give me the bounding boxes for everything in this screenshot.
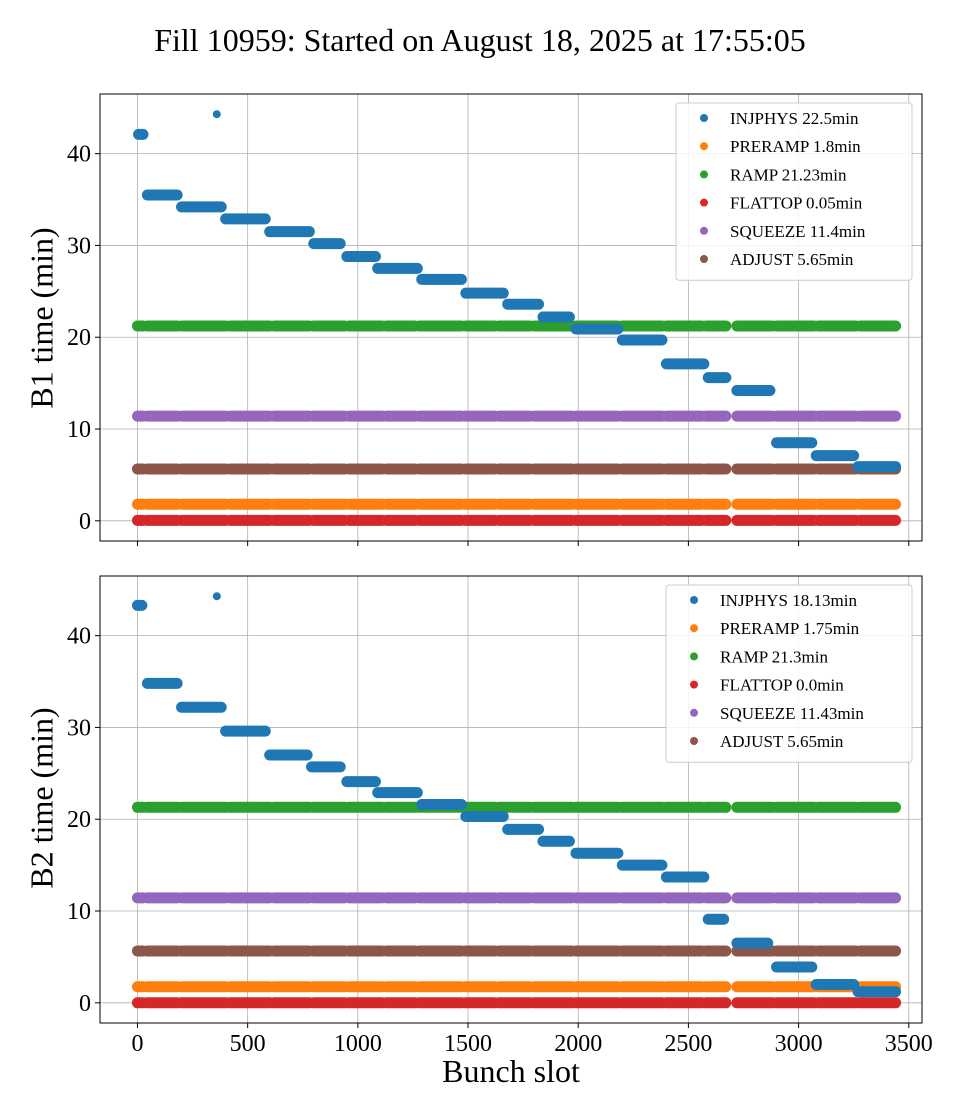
b1-legend-label-ramp: RAMP 21.23min — [730, 165, 847, 184]
b2-legend-marker-injphys — [690, 596, 698, 604]
b2-xtick-label-1500: 1500 — [444, 1031, 492, 1057]
b2-xtick-label-500: 500 — [230, 1031, 266, 1057]
b1-ytick-label-40: 40 — [67, 142, 91, 168]
b1-legend-marker-ramp — [700, 170, 708, 179]
b1-legend-marker-adjust — [700, 255, 708, 263]
b2-legend-marker-preramp — [690, 624, 698, 633]
b2-ytick-label-30: 30 — [67, 715, 91, 741]
b2-legend-label-adjust: ADJUST 5.65min — [720, 732, 844, 751]
b1-legend-marker-squeeze — [700, 226, 708, 235]
b1-legend-label-preramp: PRERAMP 1.8min — [730, 137, 861, 156]
b1-legend-marker-flattop — [700, 198, 708, 207]
b2-xtick-label-2500: 2500 — [664, 1031, 712, 1057]
b2-legend-label-preramp: PRERAMP 1.75min — [720, 619, 860, 638]
b1-ytick-label-10: 10 — [67, 417, 91, 443]
figure-title: Fill 10959: Started on August 18, 2025 a… — [154, 22, 806, 58]
b2-xtick-label-0: 0 — [131, 1031, 143, 1057]
b1-injphys-point-1 — [212, 110, 221, 119]
b2-legend-label-squeeze: SQUEEZE 11.43min — [720, 704, 864, 723]
b1-legend: INJPHYS 22.5min PRERAMP 1.8min RAMP 21.23m… — [675, 102, 913, 281]
b2-ytick-label-20: 20 — [67, 807, 91, 833]
b1-legend-marker-preramp — [700, 142, 708, 151]
b2-injphys-point-1 — [212, 592, 221, 601]
b2-ytick-label-40: 40 — [67, 624, 91, 650]
b2-ytick-label-10: 10 — [67, 899, 91, 925]
b2-legend-label-injphys: INJPHYS 18.13min — [720, 591, 857, 610]
b2-xtick-label-3000: 3000 — [775, 1031, 823, 1057]
b1-ytick-label-20: 20 — [67, 325, 91, 351]
b1-panel: 0 10 20 30 40 INJPHYS 22.5min PRERAMP 1.8min RA… — [67, 93, 923, 546]
b2-legend-label-ramp: RAMP 21.3min — [720, 647, 829, 666]
b2-xtick-label-1000: 1000 — [334, 1031, 382, 1057]
b2-legend-label-flattop: FLATTOP 0.0min — [720, 676, 844, 695]
b2-legend-marker-adjust — [690, 737, 698, 745]
b2-legend-marker-flattop — [690, 680, 698, 689]
b2-xtick-label-2000: 2000 — [554, 1031, 602, 1057]
b2-xlabel: Bunch slot — [442, 1053, 580, 1089]
b2-ytick-label-0: 0 — [79, 991, 91, 1017]
b1-legend-box — [675, 102, 913, 281]
b1-axes-frame — [99, 93, 923, 542]
b1-data — [131, 110, 902, 526]
b2-legend-marker-squeeze — [690, 708, 698, 717]
b1-legend-label-adjust: ADJUST 5.65min — [730, 250, 854, 269]
b2-data — [131, 592, 902, 1009]
b2-legend-box — [665, 584, 913, 763]
b2-xtick-label-3500: 3500 — [885, 1031, 933, 1057]
b2-legend: INJPHYS 18.13min PRERAMP 1.75min RAMP 21.3… — [665, 584, 913, 763]
b1-legend-label-flattop: FLATTOP 0.05min — [730, 194, 863, 213]
b1-ytick-label-30: 30 — [67, 233, 91, 259]
b1-ytick-label-0: 0 — [79, 509, 91, 535]
b2-legend-marker-ramp — [690, 652, 698, 661]
b1-legend-marker-injphys — [700, 114, 708, 122]
b1-legend-label-squeeze: SQUEEZE 11.4min — [730, 222, 866, 241]
b1-legend-label-injphys: INJPHYS 22.5min — [730, 109, 859, 128]
b2-axes-frame — [99, 575, 923, 1024]
b2-panel: 0 500 1000 1500 2000 2500 3000 3500 0 10 20 30 40 INJ… — [67, 575, 933, 1057]
